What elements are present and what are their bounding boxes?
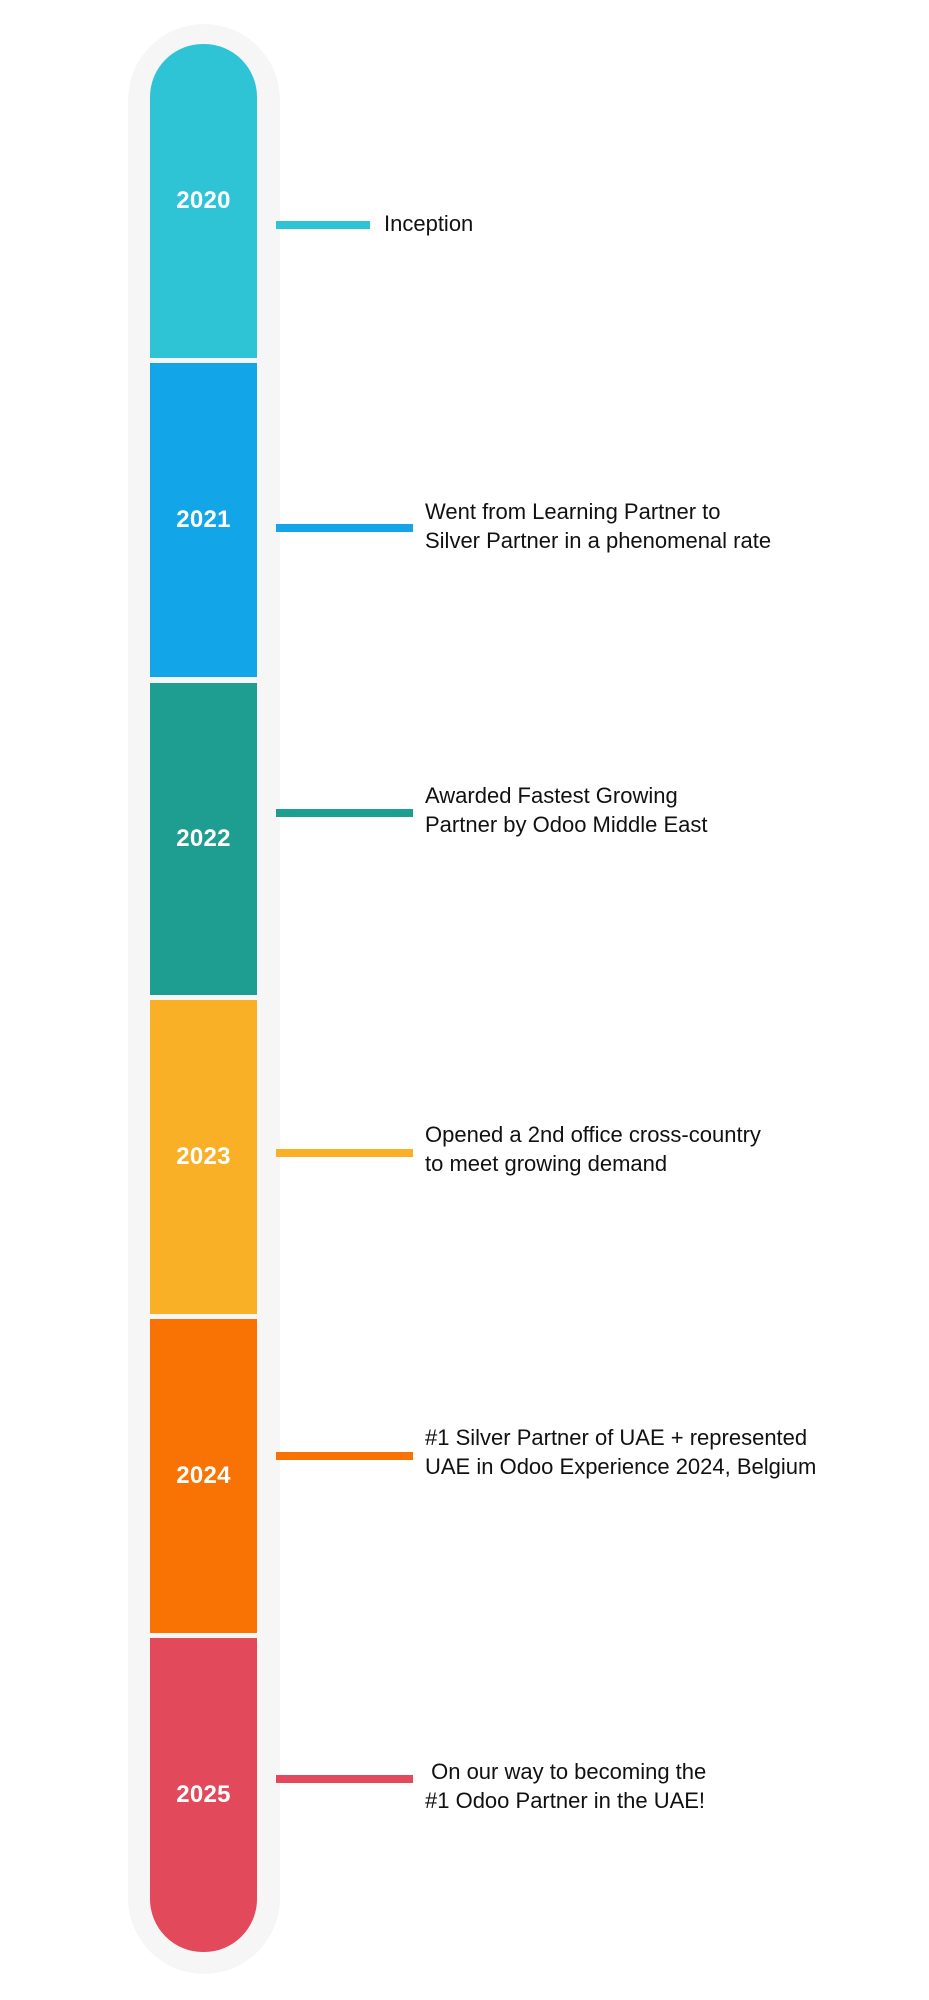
timeline-segment-2025: 2025 [150,1638,257,1952]
milestone-text-line: Went from Learning Partner to [425,499,721,524]
timeline-segment-2023: 2023 [150,1000,257,1314]
year-label: 2025 [176,1781,231,1808]
milestone-description: On our way to becoming the #1 Odoo Partne… [425,1757,706,1815]
milestone-text-line: UAE in Odoo Experience 2024, Belgium [425,1454,817,1479]
timeline-segment-2024: 2024 [150,1319,257,1633]
milestone-text-line: Opened a 2nd office cross-country [425,1122,761,1147]
milestone-text-line: #1 Odoo Partner in the UAE! [425,1788,706,1813]
year-label: 2024 [176,1462,231,1489]
milestone-text-line: to meet growing demand [425,1151,668,1176]
milestone-text-line: Silver Partner in a phenomenal rate [425,528,772,553]
milestone-text-line: Inception [384,211,474,236]
year-label: 2020 [176,187,231,214]
milestone-text-line: #1 Silver Partner of UAE + represented [425,1425,808,1450]
milestone-text-line: On our way to becoming the [425,1759,707,1784]
milestone-description: Awarded Fastest Growing Partner by Odoo M… [425,781,707,839]
milestone-text-line: Awarded Fastest Growing [425,783,678,808]
milestone-description: Went from Learning Partner to Silver Part… [425,497,771,555]
connector-line [276,809,413,817]
connector-line [276,1452,413,1460]
milestone-description: Opened a 2nd office cross-country to meet… [425,1120,761,1178]
connector-line [276,1149,413,1157]
timeline-segment-2022: 2022 [150,683,257,995]
timeline-segment-2021: 2021 [150,363,257,677]
year-label: 2021 [176,506,231,533]
milestone-text-line: Partner by Odoo Middle East [425,812,708,837]
connector-line [276,221,370,229]
timeline-segment-2020: 2020 [150,44,257,358]
milestone-description: Inception [384,209,473,238]
connector-line [276,524,413,532]
connector-line [276,1775,413,1783]
milestone-description: #1 Silver Partner of UAE + represented UA… [425,1423,816,1481]
year-label: 2022 [176,825,231,852]
year-label: 2023 [176,1143,231,1170]
